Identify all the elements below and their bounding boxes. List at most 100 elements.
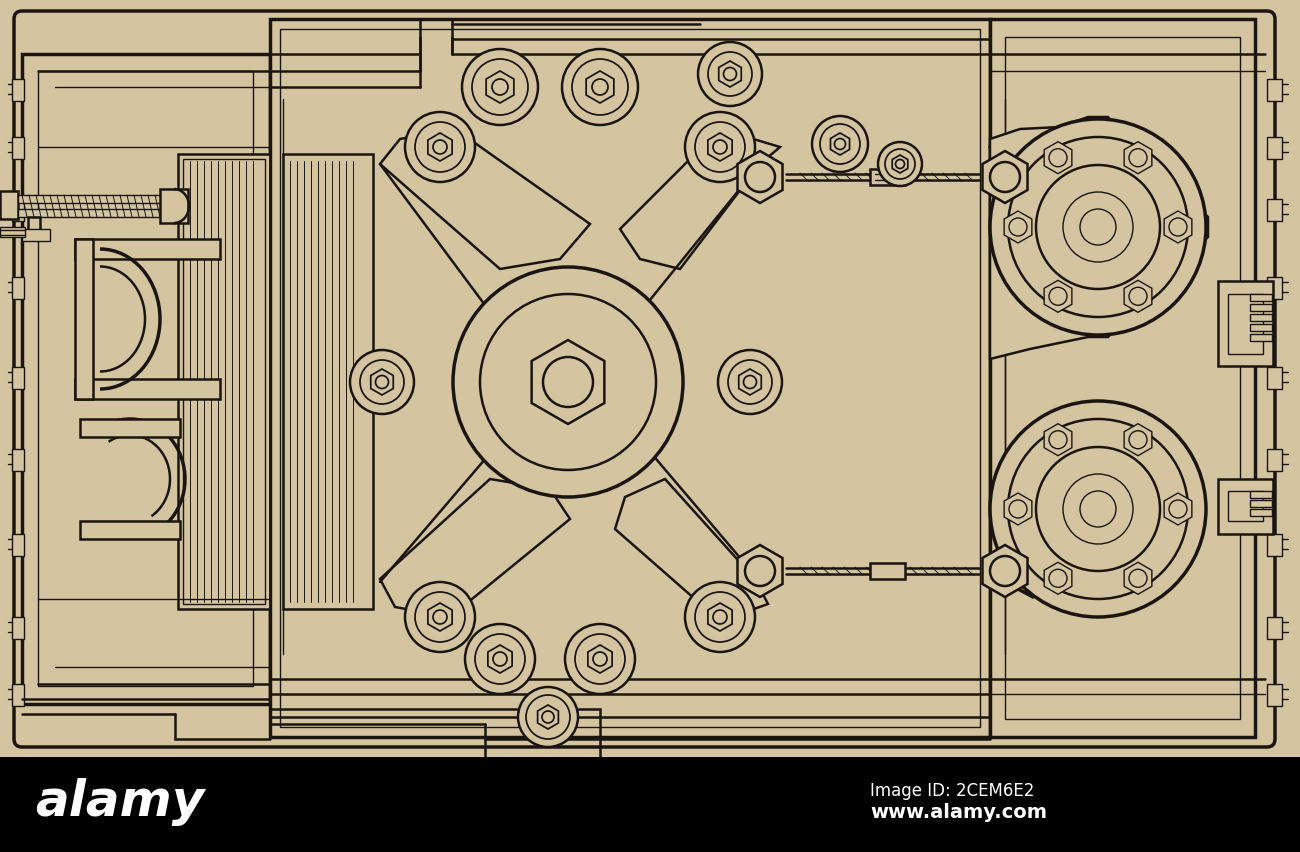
Circle shape	[593, 653, 607, 666]
Circle shape	[835, 140, 845, 150]
Polygon shape	[1164, 212, 1192, 244]
Polygon shape	[538, 705, 559, 729]
Bar	[29, 218, 40, 238]
Circle shape	[896, 160, 905, 170]
Bar	[1228, 295, 1264, 354]
Bar	[0, 227, 25, 238]
Bar	[160, 190, 188, 224]
Circle shape	[708, 53, 751, 97]
Circle shape	[542, 711, 554, 723]
Bar	[1251, 335, 1271, 342]
Polygon shape	[380, 130, 590, 270]
Circle shape	[745, 163, 775, 193]
Bar	[0, 192, 18, 220]
Bar	[991, 20, 1254, 737]
Bar	[183, 160, 265, 604]
Bar	[178, 155, 270, 609]
Bar	[12, 618, 23, 639]
Circle shape	[1036, 166, 1160, 290]
Polygon shape	[488, 645, 512, 673]
Bar	[1268, 199, 1282, 222]
Polygon shape	[1004, 493, 1032, 526]
Circle shape	[991, 401, 1206, 618]
Bar	[22, 55, 270, 704]
Circle shape	[474, 634, 525, 684]
Bar	[75, 379, 220, 400]
Circle shape	[406, 582, 474, 653]
Circle shape	[350, 350, 413, 415]
Circle shape	[1169, 500, 1187, 518]
Polygon shape	[1124, 424, 1152, 456]
Circle shape	[433, 610, 447, 625]
Circle shape	[991, 556, 1020, 586]
Circle shape	[376, 376, 389, 389]
Circle shape	[517, 688, 578, 747]
Circle shape	[1036, 447, 1160, 572]
Circle shape	[712, 610, 727, 625]
Bar	[38, 72, 254, 686]
Polygon shape	[588, 645, 612, 673]
Polygon shape	[370, 370, 394, 395]
Polygon shape	[737, 152, 783, 204]
Circle shape	[878, 143, 922, 187]
Circle shape	[1049, 431, 1067, 449]
Bar	[75, 239, 220, 260]
Polygon shape	[1004, 212, 1032, 244]
Circle shape	[1169, 219, 1187, 237]
Bar	[1268, 80, 1282, 102]
Polygon shape	[1044, 562, 1072, 595]
Polygon shape	[1124, 562, 1152, 595]
Circle shape	[991, 120, 1206, 336]
Circle shape	[1080, 210, 1115, 245]
Bar	[1251, 509, 1271, 516]
Circle shape	[712, 141, 727, 155]
Polygon shape	[991, 118, 1208, 360]
Circle shape	[1008, 419, 1188, 599]
Polygon shape	[1164, 493, 1192, 526]
Polygon shape	[1044, 281, 1072, 313]
Polygon shape	[737, 545, 783, 597]
Circle shape	[1063, 193, 1134, 262]
Bar	[1268, 278, 1282, 300]
Bar	[870, 170, 905, 186]
Bar	[270, 20, 991, 737]
Circle shape	[718, 350, 783, 415]
Polygon shape	[719, 62, 741, 88]
Circle shape	[1049, 150, 1067, 168]
Bar	[1251, 314, 1271, 321]
Circle shape	[1080, 492, 1115, 527]
Polygon shape	[620, 130, 780, 270]
Polygon shape	[486, 72, 514, 104]
Circle shape	[1049, 288, 1067, 306]
Bar	[1228, 492, 1264, 521]
Circle shape	[698, 43, 762, 106]
Polygon shape	[708, 134, 732, 162]
Polygon shape	[831, 134, 849, 156]
Bar	[1268, 684, 1282, 706]
Bar	[1251, 295, 1271, 302]
Circle shape	[724, 68, 737, 82]
Circle shape	[406, 112, 474, 183]
Bar	[0, 757, 1300, 852]
Bar	[1268, 450, 1282, 471]
Bar	[1251, 492, 1271, 498]
Polygon shape	[983, 545, 1027, 597]
Polygon shape	[586, 72, 614, 104]
Text: Image ID: 2CEM6E2: Image ID: 2CEM6E2	[870, 781, 1035, 799]
Polygon shape	[892, 156, 907, 174]
Bar	[18, 210, 183, 218]
Bar	[12, 138, 23, 160]
Circle shape	[1063, 475, 1134, 544]
Circle shape	[575, 634, 625, 684]
Circle shape	[820, 125, 861, 164]
Circle shape	[991, 163, 1020, 193]
Circle shape	[566, 625, 634, 694]
Bar	[1268, 618, 1282, 639]
Circle shape	[1128, 150, 1147, 168]
Polygon shape	[708, 603, 732, 631]
Circle shape	[543, 358, 593, 407]
Bar	[1251, 500, 1271, 508]
Bar	[1218, 282, 1273, 366]
Bar	[81, 419, 179, 437]
Circle shape	[526, 695, 569, 740]
